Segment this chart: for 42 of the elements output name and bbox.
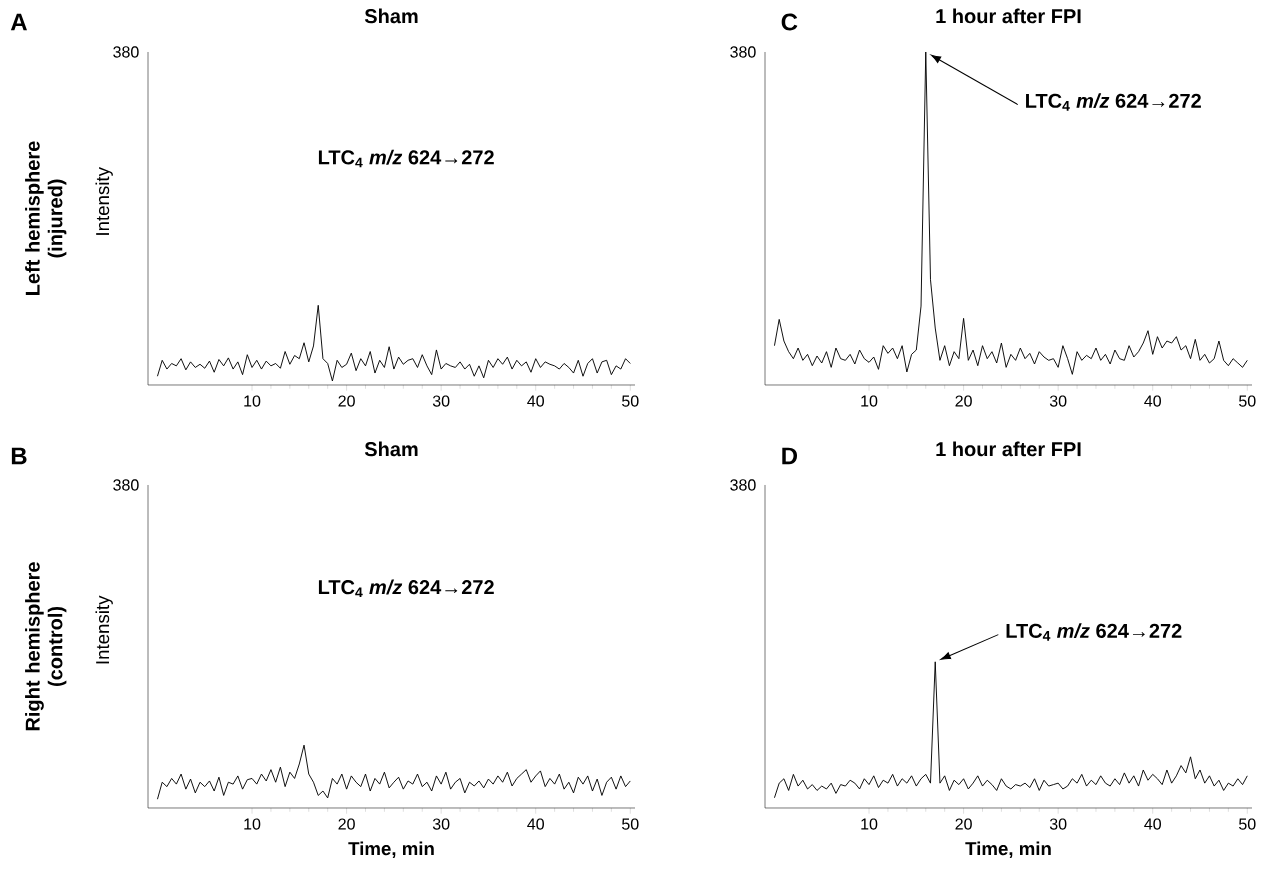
x-tick-label: 50: [1239, 818, 1256, 830]
x-tick-label: 20: [955, 818, 972, 830]
x-tick-label: 40: [1144, 395, 1161, 407]
chart-title: 1 hour after FPI: [936, 8, 1081, 24]
x-tick-label: 30: [1049, 818, 1067, 830]
x-tick-label: 50: [1239, 395, 1256, 407]
x-tick-label: 20: [338, 818, 355, 830]
x-tick-label: 10: [861, 395, 878, 407]
annotation: LTC$_{4}$ m/z 624→272: [1026, 93, 1201, 111]
x-tick-label: 10: [244, 395, 261, 407]
x-tick-label: 10: [244, 818, 261, 830]
x-axis-title: Time, min: [348, 841, 434, 858]
text: LTC$_{4}$ m/z 624→272: [1006, 623, 1182, 641]
text: A: [10, 13, 27, 31]
text: LTC$_{4}$ m/z 624→272: [318, 149, 494, 168]
x-axis-title: Time, min: [965, 841, 1051, 858]
x-tick-label: 30: [1049, 395, 1067, 407]
text: B: [11, 447, 27, 465]
x-tick-label: 40: [1144, 818, 1161, 830]
x-tick-label: 10: [861, 818, 878, 830]
text: Right hemisphere (control): [25, 562, 67, 731]
text: 380: [113, 46, 139, 58]
chart-title: Sham: [364, 8, 418, 24]
text: D: [782, 447, 798, 465]
text: Left hemisphere (injured): [25, 141, 67, 295]
x-tick-label: 40: [527, 818, 544, 830]
x-tick-label: 40: [527, 395, 544, 407]
text: C: [781, 13, 798, 31]
text: 380: [113, 479, 139, 491]
chart-title: Sham: [364, 441, 418, 457]
text: 380: [730, 46, 756, 58]
chart-title: 1 hour after FPI: [936, 441, 1081, 457]
x-tick-label: 50: [622, 395, 639, 407]
y-axis-title: Intensity: [95, 595, 113, 664]
y-axis-title: Intensity: [95, 167, 113, 235]
x-tick-label: 20: [955, 395, 972, 407]
x-tick-label: 20: [338, 395, 355, 407]
text: LTC$_{4}$ m/z 624→272: [318, 579, 494, 598]
x-tick-label: 30: [432, 395, 450, 407]
x-tick-label: 50: [622, 818, 639, 830]
x-tick-label: 30: [432, 818, 450, 830]
text: 380: [730, 479, 756, 491]
